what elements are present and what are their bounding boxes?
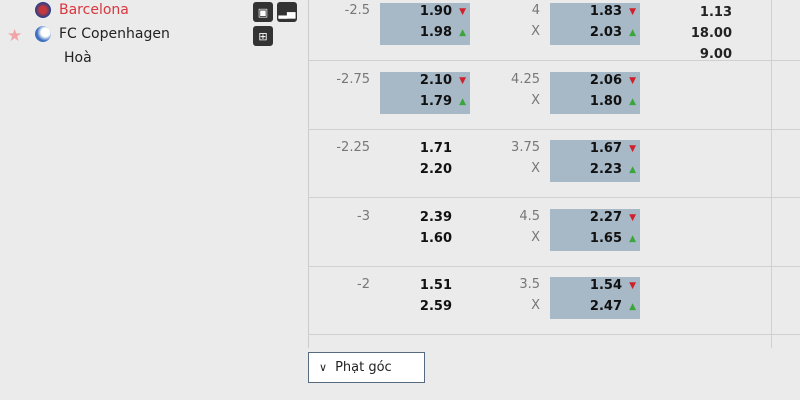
handicap-odds[interactable]: 2.10 ▼ 1.79 ▲ <box>380 71 470 114</box>
over-under-x: X <box>531 24 540 39</box>
arrow-down-icon: ▼ <box>629 7 636 17</box>
odds-value[interactable]: 2.39 <box>419 209 452 225</box>
home-team[interactable]: Barcelona <box>35 2 129 18</box>
odds-value[interactable]: 1.90 <box>419 4 452 19</box>
over-under-x: X <box>531 161 540 176</box>
odds-value[interactable]: 2.20 <box>419 162 452 177</box>
arrow-up-icon: ▲ <box>629 302 636 312</box>
odds-value[interactable]: 2.06 <box>589 72 622 88</box>
draw-text: Hoà <box>64 50 92 66</box>
over-under-odds[interactable]: 1.54 ▼ 2.47 ▲ <box>550 277 640 319</box>
arrow-up-icon: ▲ <box>459 28 466 38</box>
odds-row: -2.25 1.71 2.20 3.75 X 1.67 ▼ 2.23 ▲ <box>308 130 800 198</box>
draw-label: Hoà <box>64 50 92 66</box>
over-under-x: X <box>531 92 540 108</box>
odds-value[interactable]: 1.60 <box>419 230 452 246</box>
odds-value[interactable]: 2.23 <box>589 162 622 177</box>
handicap-odds[interactable]: 2.39 1.60 <box>380 209 470 251</box>
favorite-star-icon[interactable]: ★ <box>7 26 23 46</box>
arrow-up-icon: ▲ <box>629 233 636 244</box>
arrow-up-icon: ▲ <box>629 96 636 107</box>
odds-row: -2.5 1.90 ▼ 1.98 ▲ 4 X 1.83 ▼ 2.03 ▲ 1.13 18.00 9… <box>308 0 800 62</box>
1x2-value[interactable]: 1.13 <box>699 5 732 20</box>
odds-row: -3 2.39 1.60 4.5 X 2.27 ▼ 1.65 ▲ <box>308 199 800 267</box>
odds-value[interactable]: 1.51 <box>419 278 452 293</box>
odds-value[interactable]: 1.79 <box>419 93 452 109</box>
arrow-down-icon: ▼ <box>459 75 466 86</box>
away-team[interactable]: FC Copenhagen <box>35 26 170 42</box>
arrow-up-icon: ▲ <box>629 28 636 38</box>
arrow-up-icon: ▲ <box>459 96 466 107</box>
odds-value[interactable]: 2.03 <box>589 25 622 40</box>
arrow-down-icon: ▼ <box>629 281 636 291</box>
over-under-line: 3.5 <box>519 277 540 292</box>
over-under-odds[interactable]: 2.27 ▼ 1.65 ▲ <box>550 208 640 251</box>
odds-value[interactable]: 1.65 <box>589 230 622 246</box>
handicap-line: -2 <box>357 277 370 292</box>
odds-value[interactable]: 2.10 <box>419 72 452 88</box>
corner-kicks-label: Phạt góc <box>335 360 392 375</box>
signal-bars-icon[interactable]: ▂▄ <box>277 2 297 22</box>
match-info: Barcelona ★ FC Copenhagen Hoà ▣ ▂▄ ⊞ <box>0 0 308 400</box>
over-under-x: X <box>531 229 540 245</box>
odds-row: -2.75 2.10 ▼ 1.79 ▲ 4.25 X 2.06 ▼ 1.80 ▲ <box>308 62 800 130</box>
handicap-line: -2.75 <box>336 71 370 87</box>
over-under-line: 4.25 <box>511 71 540 87</box>
handicap-line: -2.25 <box>336 140 370 155</box>
barcelona-logo-icon <box>35 2 51 18</box>
odds-row: -2 1.51 2.59 3.5 X 1.54 ▼ 2.47 ▲ <box>308 267 800 335</box>
odds-table <box>308 0 800 348</box>
1x2-value[interactable]: 18.00 <box>690 26 732 41</box>
over-under-odds[interactable]: 2.06 ▼ 1.80 ▲ <box>550 71 640 114</box>
handicap-odds[interactable]: 1.71 2.20 <box>380 140 470 182</box>
odds-value[interactable]: 1.71 <box>419 141 452 156</box>
odds-value[interactable]: 1.54 <box>589 278 622 293</box>
away-team-name: FC Copenhagen <box>59 26 170 42</box>
over-under-odds[interactable]: 1.67 ▼ 2.23 ▲ <box>550 140 640 182</box>
over-under-line: 3.75 <box>511 140 540 155</box>
over-under-x: X <box>531 298 540 313</box>
handicap-line: -2.5 <box>344 3 370 18</box>
over-under-line: 4 <box>531 3 540 18</box>
1x2-odds[interactable]: 1.13 18.00 9.00 <box>691 2 732 65</box>
arrow-down-icon: ▼ <box>459 7 466 17</box>
lineup-icon[interactable]: ⊞ <box>253 26 273 46</box>
over-under-line: 4.5 <box>519 208 540 224</box>
monitor-icon[interactable]: ▣ <box>253 2 273 22</box>
handicap-odds[interactable]: 1.90 ▼ 1.98 ▲ <box>380 3 470 45</box>
odds-value[interactable]: 2.59 <box>419 299 452 314</box>
over-under-odds[interactable]: 1.83 ▼ 2.03 ▲ <box>550 3 640 45</box>
home-team-name: Barcelona <box>59 2 129 18</box>
corner-kicks-button[interactable]: ∨ Phạt góc <box>308 352 425 383</box>
arrow-down-icon: ▼ <box>629 75 636 86</box>
arrow-down-icon: ▼ <box>629 212 636 223</box>
odds-value[interactable]: 1.67 <box>589 141 622 156</box>
arrow-up-icon: ▲ <box>629 165 636 175</box>
odds-value[interactable]: 2.27 <box>589 209 622 225</box>
odds-value[interactable]: 1.83 <box>589 4 622 19</box>
odds-value[interactable]: 1.98 <box>419 25 452 40</box>
1x2-value[interactable]: 9.00 <box>699 47 732 62</box>
copenhagen-logo-icon <box>35 26 51 42</box>
column-divider <box>771 0 772 348</box>
handicap-odds[interactable]: 1.51 2.59 <box>380 277 470 319</box>
arrow-down-icon: ▼ <box>629 144 636 154</box>
odds-value[interactable]: 2.47 <box>589 299 622 314</box>
odds-value[interactable]: 1.80 <box>589 93 622 109</box>
chevron-down-icon: ∨ <box>319 361 328 374</box>
handicap-line: -3 <box>357 208 370 224</box>
